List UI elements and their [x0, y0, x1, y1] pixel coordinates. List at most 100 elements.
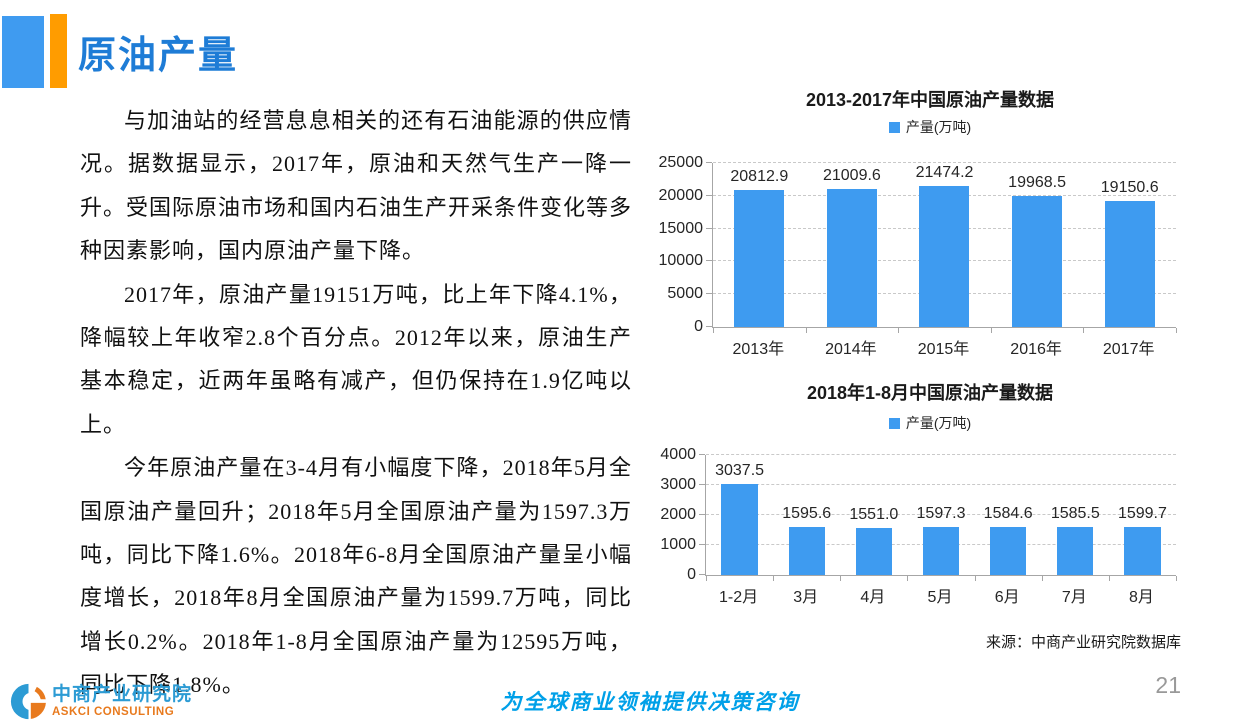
footer-tagline: 为全球商业领袖提供决策咨询: [500, 690, 800, 714]
gridline: [706, 514, 1176, 515]
body-paragraph: 2017年，原油产量19151万吨，比上年下降4.1%，降幅较上年收窄2.8个百…: [80, 281, 632, 437]
y-tick-mark: [699, 544, 705, 545]
y-tick-mark: [706, 326, 712, 327]
x-tick-label: 2017年: [1102, 341, 1155, 358]
legend-swatch: [888, 121, 900, 133]
x-tick-mark: [974, 576, 976, 581]
logo-english-name: ASKCI CONSULTING: [52, 705, 175, 718]
gridline: [706, 484, 1176, 485]
x-tick-label: 2016年: [1010, 341, 1062, 358]
bar: [734, 190, 785, 327]
y-tick-label: 5000: [667, 285, 703, 303]
page-title: 原油产量: [78, 35, 239, 77]
chart-legend: 产量(万吨): [660, 413, 1200, 433]
x-tick-mark: [706, 576, 707, 581]
y-tick-mark: [699, 484, 705, 485]
x-tick-label: 2014年: [825, 341, 877, 358]
bar: [922, 527, 960, 575]
bar-value-label: 21474.2: [915, 164, 974, 182]
x-tick-mark: [773, 576, 775, 581]
x-tick-label: 4月: [860, 589, 886, 606]
bar-value-label: 19968.5: [1008, 174, 1067, 192]
legend-swatch: [888, 417, 900, 429]
y-tick-mark: [699, 454, 705, 455]
body-paragraph: 与加油站的经营息息相关的还有石油能源的供应情况。据数据显示，2017年，原油和天…: [80, 108, 633, 264]
y-tick-label: 1000: [660, 536, 696, 553]
legend-label: 产量(万吨): [905, 415, 972, 431]
chart-legend: 产量(万吨): [660, 117, 1200, 137]
bar: [826, 189, 877, 327]
chart-title: 2018年1-8月中国原油产量数据: [806, 383, 1054, 403]
y-tick-label: 2000: [660, 506, 696, 523]
bar-value-label: 21009.6: [822, 167, 881, 185]
x-tick-label: 7月: [1061, 589, 1087, 606]
y-tick-label: 0: [687, 566, 696, 583]
title-decoration-blue-square: [2, 16, 44, 88]
y-axis: 0 5000 10000 15000 20000 25000: [658, 155, 704, 335]
x-tick-label: 8月: [1128, 589, 1154, 606]
x-tick-mark: [1083, 328, 1085, 333]
y-tick-label: 25000: [658, 154, 704, 171]
y-tick-mark: [706, 227, 712, 229]
x-tick-label: 6月: [994, 589, 1020, 606]
chart-title: 2013-2017年中国原油产量数据: [805, 90, 1055, 110]
bar: [990, 527, 1027, 575]
gridline: [713, 162, 1176, 163]
logo-text: 中商产业研究院 ASKCI CONSULTING: [52, 685, 192, 719]
x-tick-label: 3月: [793, 589, 819, 606]
x-tick-mark: [898, 328, 900, 333]
body-paragraph: 今年原油产量在3-4月有小幅度下降，2018年5月全国原油产量回升；2018年5…: [80, 455, 632, 698]
bar: [1012, 196, 1063, 327]
y-tick-mark: [706, 260, 712, 262]
bar-value-label: 3037.5: [715, 461, 765, 479]
x-tick-mark: [840, 576, 842, 581]
askci-logo-icon: [10, 683, 46, 720]
bar-value-label: 1599.7: [1117, 505, 1167, 523]
x-tick-mark: [1041, 576, 1043, 581]
y-tick-label: 15000: [658, 219, 704, 237]
bar: [788, 527, 825, 575]
y-tick-label: 10000: [658, 252, 704, 270]
y-tick-label: 20000: [658, 186, 704, 204]
title-decoration-orange-bar: [50, 14, 67, 88]
x-tick-label: 2015年: [917, 341, 970, 358]
bar-value-label: 1585.5: [1050, 505, 1100, 523]
bar-chart-annual-production: 2013-2017年中国原油产量数据 产量(万吨) 0 5000 10000 1500…: [658, 84, 1200, 366]
x-tick-mark: [1176, 328, 1177, 333]
x-axis: 1-2月 3月 4月 5月 6月 7月 8月: [705, 583, 1175, 606]
x-tick-mark: [990, 328, 992, 333]
bar-value-label: 1584.6: [983, 505, 1033, 523]
y-tick-label: 0: [694, 318, 703, 335]
bar: [855, 528, 892, 575]
x-tick-mark: [1176, 576, 1177, 581]
x-tick-mark: [907, 576, 909, 581]
company-logo: 中商产业研究院 ASKCI CONSULTING: [10, 683, 192, 720]
y-tick-label: 3000: [660, 476, 696, 493]
bar-value-label: 1597.3: [916, 505, 966, 523]
y-tick-mark: [706, 162, 712, 163]
bar: [1104, 201, 1155, 327]
gridline: [706, 454, 1176, 455]
plot-area: 3037.5 1595.6 1551.0 1597.3 1584.6 1585.5 1599…: [699, 454, 1177, 581]
x-tick-label: 2013年: [732, 341, 785, 358]
bar-value-label: 1595.6: [782, 505, 832, 523]
bar: [919, 186, 970, 327]
bar: [1124, 527, 1161, 575]
x-axis: 2013年 2014年 2015年 2016年 2017年: [712, 335, 1175, 358]
bar-value-label: 20812.9: [730, 168, 789, 186]
page-number: 21: [1155, 672, 1181, 698]
x-tick-label: 5月: [927, 589, 953, 606]
x-tick-mark: [805, 328, 807, 333]
data-source-note: 来源：中商产业研究院数据库: [985, 635, 1181, 651]
bar: [721, 483, 758, 575]
bar-chart-monthly-production: 2018年1-8月中国原油产量数据 产量(万吨) 0 1000 2000 3000 40…: [660, 377, 1200, 615]
y-tick-label: 4000: [660, 446, 696, 463]
x-tick-label: 1-2月: [718, 589, 759, 606]
y-axis: 0 1000 2000 3000 4000: [660, 447, 696, 583]
bar-value-label: 19150.6: [1100, 179, 1159, 197]
y-tick-mark: [706, 194, 712, 196]
bar: [1057, 527, 1094, 575]
x-tick-mark: [1108, 576, 1110, 581]
legend-label: 产量(万吨): [905, 119, 972, 135]
